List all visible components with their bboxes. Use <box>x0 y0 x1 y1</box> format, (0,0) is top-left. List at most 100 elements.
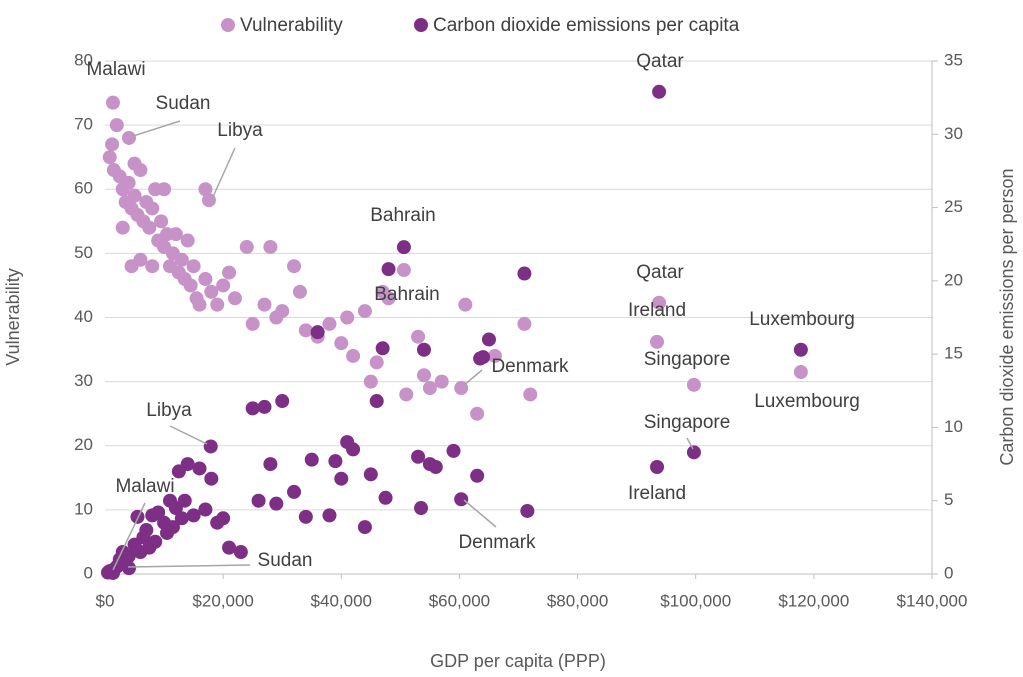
x-tick-label: $80,000 <box>547 591 608 610</box>
y2-tick-label: 35 <box>944 50 963 69</box>
point <box>686 445 701 460</box>
point <box>411 449 426 464</box>
leader-line <box>211 147 236 200</box>
point <box>145 259 160 274</box>
point <box>245 316 260 331</box>
point <box>396 240 411 255</box>
point <box>198 182 213 197</box>
x-tick-label: $40,000 <box>311 591 372 610</box>
point <box>233 545 248 560</box>
point <box>363 467 378 482</box>
point <box>686 377 701 392</box>
point <box>328 454 343 469</box>
y-tick-label: 20 <box>74 435 93 454</box>
x-tick-label: $100,000 <box>660 591 731 610</box>
point <box>257 399 272 414</box>
point <box>487 348 502 363</box>
point <box>346 348 361 363</box>
point <box>369 355 384 370</box>
leader-line <box>112 502 146 571</box>
point <box>204 284 219 299</box>
point <box>251 493 266 508</box>
point <box>428 460 443 475</box>
point <box>411 329 426 344</box>
point <box>414 501 429 516</box>
point <box>186 259 201 274</box>
point <box>145 201 160 216</box>
point <box>204 471 219 486</box>
point <box>203 439 218 454</box>
point <box>105 137 120 152</box>
point <box>109 118 124 133</box>
x-axis-label: GDP per capita (PPP) <box>430 651 606 671</box>
y2-tick-label: 15 <box>944 344 963 363</box>
point <box>378 490 393 505</box>
point <box>174 252 189 267</box>
annotation: Singapore <box>644 349 731 370</box>
point <box>133 252 148 267</box>
point <box>650 460 665 475</box>
point <box>186 508 201 523</box>
y-tick-label: 60 <box>74 179 93 198</box>
point <box>793 365 808 380</box>
point <box>222 540 237 555</box>
point <box>517 316 532 331</box>
point <box>422 381 437 396</box>
point <box>151 505 166 520</box>
point <box>168 227 183 242</box>
point <box>142 220 157 235</box>
leader-line <box>463 499 497 528</box>
point <box>263 239 278 254</box>
point <box>416 368 431 383</box>
point <box>192 461 207 476</box>
point <box>304 452 319 467</box>
annotation: Ireland <box>628 483 686 504</box>
point <box>263 457 278 472</box>
point <box>180 233 195 248</box>
point <box>115 220 130 235</box>
annotation: Bahrain <box>374 284 440 305</box>
point <box>473 351 488 366</box>
leader-line <box>127 564 251 568</box>
point <box>148 534 163 549</box>
annotation: Qatar <box>636 51 684 72</box>
point <box>381 291 396 306</box>
point <box>121 130 136 145</box>
annotation: Malawi <box>86 59 145 80</box>
point <box>245 401 260 416</box>
y-axis-label: Vulnerability <box>3 268 23 365</box>
x-tick-label: $0 <box>96 591 115 610</box>
point <box>227 291 242 306</box>
point <box>287 259 302 274</box>
point <box>210 297 225 312</box>
point <box>127 156 142 171</box>
point <box>454 492 469 507</box>
point <box>239 239 254 254</box>
x-tick-label: $20,000 <box>192 591 253 610</box>
point <box>340 310 355 325</box>
point <box>222 265 237 280</box>
y-tick-label: 40 <box>74 307 93 326</box>
point <box>375 341 390 356</box>
y2-tick-label: 25 <box>944 197 963 216</box>
x-tick-label: $120,000 <box>778 591 849 610</box>
annotation: Malawi <box>115 476 174 497</box>
point <box>523 387 538 402</box>
point <box>363 374 378 389</box>
point <box>520 503 535 518</box>
annotation: Denmark <box>458 532 536 553</box>
point <box>481 332 496 347</box>
point <box>216 511 231 526</box>
y-tick-label: 30 <box>74 371 93 390</box>
point <box>470 468 485 483</box>
y-tick-label: 80 <box>74 50 93 69</box>
point <box>793 342 808 357</box>
point <box>257 297 272 312</box>
y-tick-label: 50 <box>74 243 93 262</box>
point <box>298 323 313 338</box>
point <box>177 493 192 508</box>
point <box>652 295 667 310</box>
point <box>322 508 337 523</box>
point <box>192 297 207 312</box>
point <box>216 278 231 293</box>
